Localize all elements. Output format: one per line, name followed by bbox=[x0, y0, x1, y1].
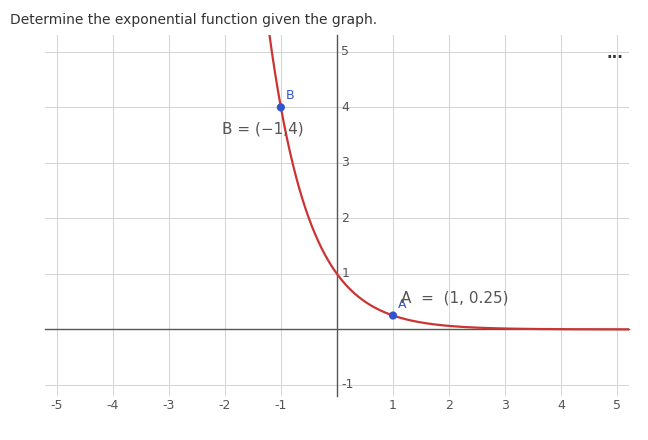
Point bbox=[388, 312, 399, 319]
Text: -3: -3 bbox=[163, 399, 175, 412]
Text: 4: 4 bbox=[557, 399, 565, 412]
Text: 3: 3 bbox=[502, 399, 509, 412]
Text: Determine the exponential function given the graph.: Determine the exponential function given… bbox=[10, 13, 377, 27]
Text: 4: 4 bbox=[341, 101, 349, 114]
Text: B: B bbox=[285, 89, 294, 103]
Text: 1: 1 bbox=[389, 399, 397, 412]
Text: ...: ... bbox=[606, 46, 623, 61]
Text: -5: -5 bbox=[51, 399, 63, 412]
Text: 2: 2 bbox=[341, 212, 349, 225]
Text: -2: -2 bbox=[218, 399, 231, 412]
Text: 2: 2 bbox=[445, 399, 453, 412]
Text: 1: 1 bbox=[341, 268, 349, 280]
Point bbox=[275, 104, 286, 111]
Text: -1: -1 bbox=[275, 399, 287, 412]
Text: 3: 3 bbox=[341, 156, 349, 169]
Text: B = (−1,4): B = (−1,4) bbox=[222, 121, 304, 136]
Text: A: A bbox=[397, 297, 406, 311]
Text: 5: 5 bbox=[614, 399, 621, 412]
Text: A  =  (1, 0.25): A = (1, 0.25) bbox=[402, 290, 509, 305]
Text: -4: -4 bbox=[106, 399, 119, 412]
Text: -1: -1 bbox=[341, 378, 354, 392]
Text: 5: 5 bbox=[341, 45, 349, 59]
